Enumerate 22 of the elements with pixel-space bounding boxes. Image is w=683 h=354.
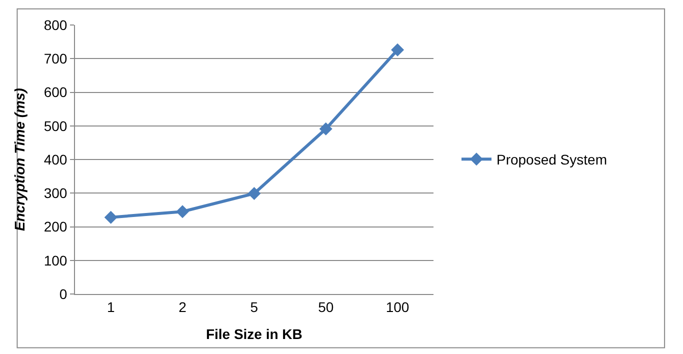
x-tick-label: 5 — [250, 298, 258, 315]
x-tick-label: 1 — [106, 298, 115, 315]
y-tick-label: 600 — [44, 84, 68, 100]
point — [391, 43, 404, 56]
y-tick-label: 700 — [44, 50, 68, 67]
y-tick-label: 400 — [44, 151, 68, 168]
y-tick-label: 500 — [44, 118, 68, 134]
y-tick-label: 800 — [44, 16, 68, 33]
point — [248, 186, 261, 200]
x-tick-label: 100 — [386, 298, 410, 315]
y-tick-label: 0 — [59, 286, 68, 302]
legend-label: Proposed System — [496, 152, 607, 168]
x-axis-title: File Size in KB — [206, 326, 302, 342]
y-tick-label: 300 — [44, 185, 68, 202]
y-tick-label: 200 — [44, 218, 68, 235]
y-axis-title: Encryption Time (ms) — [11, 88, 28, 231]
y-tick-label: 100 — [44, 252, 68, 268]
point — [104, 210, 118, 224]
point — [176, 205, 190, 218]
point — [319, 122, 332, 136]
x-tick-label: 2 — [178, 298, 187, 315]
x-tick-label: 50 — [318, 298, 334, 315]
